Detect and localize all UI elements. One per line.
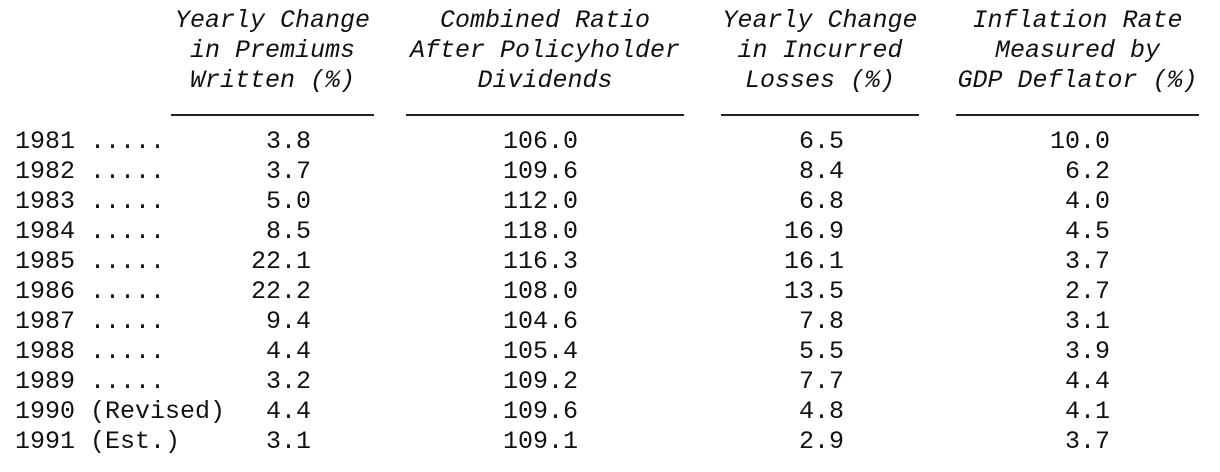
header-line: After Policyholder [409,36,681,65]
cell: 8.4 [798,157,844,186]
row-label: 1991 (Est.) [15,427,181,456]
header-line: Combined Ratio [439,6,651,35]
cell: 109.6 [502,157,578,186]
cell: 112.0 [502,187,578,216]
cell: 5.5 [798,337,844,366]
header-line: Yearly Change [722,6,918,35]
column-header: Combined Ratio After Policyholder Dividend… [400,6,690,96]
column-header: Inflation Rate Measured by GDP Deflator (%… [950,6,1205,96]
cell: 109.6 [502,397,578,426]
cell: 3.7 [1064,427,1110,456]
row-label: 1981 ..... [15,127,166,156]
column-header: Yearly Change in Incurred Losses (%) [715,6,925,96]
row-label: 1986 ..... [15,277,166,306]
header-line: Measured by [994,36,1161,65]
row-label: 1982 ..... [15,157,166,186]
header-rule [721,114,919,116]
cell: 3.9 [1064,337,1110,366]
cell: 9.4 [265,307,311,336]
header-line: Inflation Rate [972,6,1183,35]
cell: 109.2 [502,367,578,396]
cell: 3.1 [265,427,311,456]
cell: 16.9 [783,217,844,246]
cell: 4.0 [1064,187,1110,216]
cell: 10.0 [1049,127,1110,156]
cell: 4.4 [265,397,311,426]
cell: 105.4 [502,337,578,366]
header-rule [956,114,1199,116]
header-rule [171,114,374,116]
cell: 16.1 [783,247,844,276]
cell: 3.2 [265,367,311,396]
cell: 118.0 [502,217,578,246]
cell: 109.1 [502,427,578,456]
header-rule [406,114,684,116]
header-line: Yearly Change [174,6,371,35]
cell: 3.7 [265,157,311,186]
cell: 4.4 [1064,367,1110,396]
row-label: 1990 (Revised) [15,397,226,426]
row-label: 1983 ..... [15,187,166,216]
header-line: in Incurred [737,36,903,65]
cell: 6.5 [798,127,844,156]
row-label: 1984 ..... [15,217,166,246]
cell: 3.8 [265,127,311,156]
cell: 116.3 [502,247,578,276]
cell: 2.9 [798,427,844,456]
cell: 104.6 [502,307,578,336]
cell: 106.0 [502,127,578,156]
cell: 2.7 [1064,277,1110,306]
cell: 4.8 [798,397,844,426]
cell: 4.5 [1064,217,1110,246]
cell: 3.7 [1064,247,1110,276]
header-line: GDP Deflator (%) [957,66,1198,95]
row-label: 1987 ..... [15,307,166,336]
cell: 4.1 [1064,397,1110,426]
cell: 3.1 [1064,307,1110,336]
cell: 108.0 [502,277,578,306]
cell: 22.1 [250,247,311,276]
row-label: 1988 ..... [15,337,166,366]
cell: 7.8 [798,307,844,336]
cell: 13.5 [783,277,844,306]
header-line: Written (%) [189,66,356,95]
cell: 6.8 [798,187,844,216]
cell: 4.4 [265,337,311,366]
row-label: 1989 ..... [15,367,166,396]
cell: 8.5 [265,217,311,246]
header-line: in Premiums [189,36,356,65]
header-line: Dividends [477,66,613,95]
cell: 22.2 [250,277,311,306]
cell: 6.2 [1064,157,1110,186]
header-line: Losses (%) [744,66,896,95]
column-header: Yearly Change in Premiums Written (%) [165,6,380,96]
row-label: 1985 ..... [15,247,166,276]
cell: 7.7 [798,367,844,396]
cell: 5.0 [265,187,311,216]
